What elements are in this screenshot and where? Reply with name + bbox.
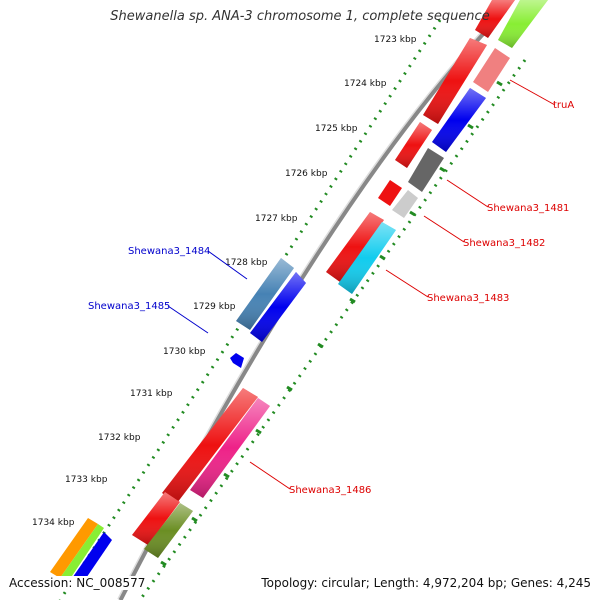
gene-label-shewana3-1482[interactable]: Shewana3_1482 [463,238,545,249]
tick-labels: 1723 kbp 1724 kbp 1725 kbp 1726 kbp 1727… [32,35,417,528]
gene-label-trua[interactable]: truA [553,100,574,111]
gene-feature[interactable] [68,532,112,590]
outer-dotted-ring [58,19,442,601]
tick-label: 1730 kbp [163,347,206,357]
gene-label-shewana3-1486[interactable]: Shewana3_1486 [289,485,371,496]
tick-label: 1724 kbp [344,79,387,89]
tick-label: 1723 kbp [374,35,417,45]
gene-track-inner [132,0,515,545]
map-title: Shewanella sp. ANA-3 chromosome 1, compl… [110,9,490,24]
tick-label: 1729 kbp [193,302,236,312]
gene-feature[interactable] [498,0,548,48]
gene-feature[interactable] [338,222,396,294]
tick-label: 1734 kbp [32,518,75,528]
gene-feature[interactable] [230,353,244,368]
tick-label: 1728 kbp [225,258,268,268]
tick-label: 1726 kbp [285,169,328,179]
gene-label-shewana3-1481[interactable]: Shewana3_1481 [487,203,569,214]
gene-label-shewana3-1485[interactable]: Shewana3_1485 [88,301,170,312]
accession-label: Accession: NC_008577 [9,576,146,590]
tick-label: 1731 kbp [130,389,173,399]
gene-feature[interactable] [475,0,515,38]
gene-track-outer [144,0,548,558]
gene-feature[interactable] [250,272,306,342]
gene-track-left [50,258,306,590]
tick-label: 1733 kbp [65,475,108,485]
tick-label: 1732 kbp [98,433,141,443]
gene-labels: truA Shewana3_1481 Shewana3_1482 Shewana… [88,100,574,496]
gene-feature[interactable] [473,48,510,92]
gene-feature[interactable] [144,503,193,558]
inner-tick-marks [160,80,503,567]
gene-feature[interactable] [378,180,402,206]
topology-summary: Topology: circular; Length: 4,972,204 bp… [261,576,591,590]
gene-feature[interactable] [423,38,487,124]
inner-dotted-ring [138,59,527,601]
gene-feature[interactable] [408,148,444,192]
gene-feature[interactable] [236,258,294,330]
gene-feature[interactable] [162,388,258,503]
gene-feature[interactable] [190,398,270,498]
gene-label-shewana3-1483[interactable]: Shewana3_1483 [427,293,509,304]
gene-label-shewana3-1484[interactable]: Shewana3_1484 [128,246,210,257]
gene-feature[interactable] [132,492,180,545]
gene-feature[interactable] [392,190,418,218]
tick-label: 1725 kbp [315,124,358,134]
gene-feature[interactable] [395,122,432,168]
gene-feature[interactable] [432,88,486,152]
tick-label: 1727 kbp [255,214,298,224]
gene-feature[interactable] [60,524,104,582]
gene-feature[interactable] [326,212,384,282]
label-leaders [167,79,556,490]
gene-feature[interactable] [50,518,98,578]
